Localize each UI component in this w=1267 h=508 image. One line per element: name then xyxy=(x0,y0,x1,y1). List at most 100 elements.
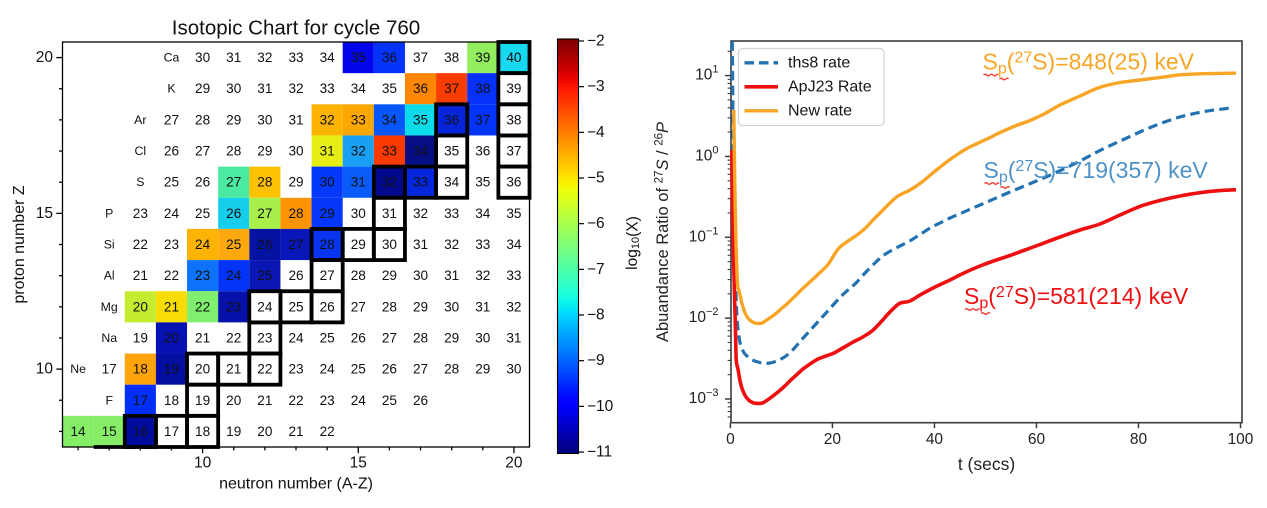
svg-text:32: 32 xyxy=(288,81,303,96)
svg-text:−10: −10 xyxy=(587,398,614,415)
svg-text:31: 31 xyxy=(351,175,366,190)
svg-text:33: 33 xyxy=(506,268,521,283)
svg-text:23: 23 xyxy=(226,299,241,314)
svg-text:24: 24 xyxy=(164,206,180,221)
svg-text:Al: Al xyxy=(104,269,115,283)
svg-text:35: 35 xyxy=(506,206,521,221)
svg-text:−8: −8 xyxy=(587,307,605,324)
svg-text:32: 32 xyxy=(351,144,366,159)
svg-text:neutron number (A-Z): neutron number (A-Z) xyxy=(219,476,373,493)
svg-text:−7: −7 xyxy=(587,261,605,278)
svg-text:−3: −3 xyxy=(587,78,605,95)
svg-text:35: 35 xyxy=(382,81,397,96)
svg-text:27: 27 xyxy=(351,299,366,314)
svg-text:22: 22 xyxy=(288,393,303,408)
svg-text:31: 31 xyxy=(444,268,459,283)
svg-text:30: 30 xyxy=(475,330,491,345)
svg-text:26: 26 xyxy=(320,299,335,314)
svg-text:28: 28 xyxy=(444,362,459,377)
svg-text:33: 33 xyxy=(413,175,428,190)
svg-text:18: 18 xyxy=(195,424,210,439)
svg-text:38: 38 xyxy=(506,112,521,127)
svg-text:29: 29 xyxy=(351,237,366,252)
svg-text:37: 37 xyxy=(475,112,490,127)
svg-text:Mg: Mg xyxy=(101,300,118,314)
svg-text:S: S xyxy=(136,175,144,189)
svg-text:26: 26 xyxy=(257,237,272,252)
svg-text:24: 24 xyxy=(288,330,304,345)
svg-text:35: 35 xyxy=(444,144,459,159)
svg-text:Ca: Ca xyxy=(164,51,180,65)
svg-text:30: 30 xyxy=(351,206,367,221)
svg-text:33: 33 xyxy=(382,144,397,159)
svg-text:15: 15 xyxy=(36,205,53,222)
svg-text:31: 31 xyxy=(288,112,303,127)
svg-text:25: 25 xyxy=(351,362,366,377)
svg-text:21: 21 xyxy=(226,362,241,377)
svg-text:34: 34 xyxy=(506,237,522,252)
svg-text:29: 29 xyxy=(475,362,490,377)
svg-text:37: 37 xyxy=(444,81,459,96)
svg-text:17: 17 xyxy=(164,424,179,439)
svg-text:Na: Na xyxy=(101,331,117,345)
svg-text:25: 25 xyxy=(195,206,210,221)
svg-text:26: 26 xyxy=(226,206,241,221)
svg-text:30: 30 xyxy=(288,144,304,159)
svg-text:21: 21 xyxy=(133,268,148,283)
svg-text:100: 100 xyxy=(1228,431,1254,448)
svg-text:−9: −9 xyxy=(587,352,605,369)
svg-text:22: 22 xyxy=(133,237,148,252)
svg-text:27: 27 xyxy=(257,206,272,221)
svg-text:24: 24 xyxy=(351,393,367,408)
svg-text:28: 28 xyxy=(382,299,397,314)
svg-text:30: 30 xyxy=(413,268,429,283)
svg-text:10: 10 xyxy=(36,361,54,378)
svg-text:New rate: New rate xyxy=(788,102,852,119)
svg-text:29: 29 xyxy=(288,175,303,190)
svg-text:31: 31 xyxy=(506,330,521,345)
svg-text:18: 18 xyxy=(133,362,148,377)
svg-text:Ar: Ar xyxy=(134,113,146,127)
svg-text:15: 15 xyxy=(350,454,367,471)
svg-text:33: 33 xyxy=(320,81,335,96)
svg-text:22: 22 xyxy=(164,268,179,283)
svg-text:18: 18 xyxy=(164,393,179,408)
svg-text:30: 30 xyxy=(506,362,522,377)
svg-text:37: 37 xyxy=(506,144,521,159)
svg-text:25: 25 xyxy=(288,299,303,314)
svg-text:27: 27 xyxy=(226,175,241,190)
svg-text:25: 25 xyxy=(164,175,179,190)
svg-text:−4: −4 xyxy=(587,124,605,141)
svg-text:28: 28 xyxy=(413,330,428,345)
svg-text:23: 23 xyxy=(133,206,148,221)
svg-text:23: 23 xyxy=(195,268,210,283)
svg-text:−5: −5 xyxy=(587,170,605,187)
svg-text:Isotopic Chart for cycle 760: Isotopic Chart for cycle 760 xyxy=(172,17,420,40)
svg-text:33: 33 xyxy=(475,237,490,252)
svg-text:Ne: Ne xyxy=(70,362,86,376)
svg-text:29: 29 xyxy=(320,206,335,221)
svg-text:25: 25 xyxy=(257,268,272,283)
svg-text:28: 28 xyxy=(195,112,210,127)
svg-text:P: P xyxy=(105,206,113,220)
svg-text:36: 36 xyxy=(506,175,521,190)
svg-text:K: K xyxy=(167,82,176,96)
svg-text:27: 27 xyxy=(320,268,335,283)
svg-text:20: 20 xyxy=(505,454,523,471)
svg-text:36: 36 xyxy=(413,81,428,96)
svg-text:26: 26 xyxy=(351,330,366,345)
svg-text:23: 23 xyxy=(320,393,335,408)
svg-text:20: 20 xyxy=(195,362,211,377)
svg-text:34: 34 xyxy=(351,81,367,96)
svg-text:28: 28 xyxy=(288,206,303,221)
svg-text:Abuandance Ratio of 27S / 26P: Abuandance Ratio of 27S / 26P xyxy=(654,122,673,342)
svg-text:21: 21 xyxy=(257,393,272,408)
svg-text:33: 33 xyxy=(351,112,366,127)
svg-text:25: 25 xyxy=(226,237,241,252)
svg-text:29: 29 xyxy=(413,299,428,314)
svg-text:29: 29 xyxy=(382,268,397,283)
svg-text:20: 20 xyxy=(257,424,273,439)
svg-text:−2: −2 xyxy=(587,33,605,50)
svg-text:34: 34 xyxy=(413,144,429,159)
svg-text:proton number Z: proton number Z xyxy=(11,185,28,304)
